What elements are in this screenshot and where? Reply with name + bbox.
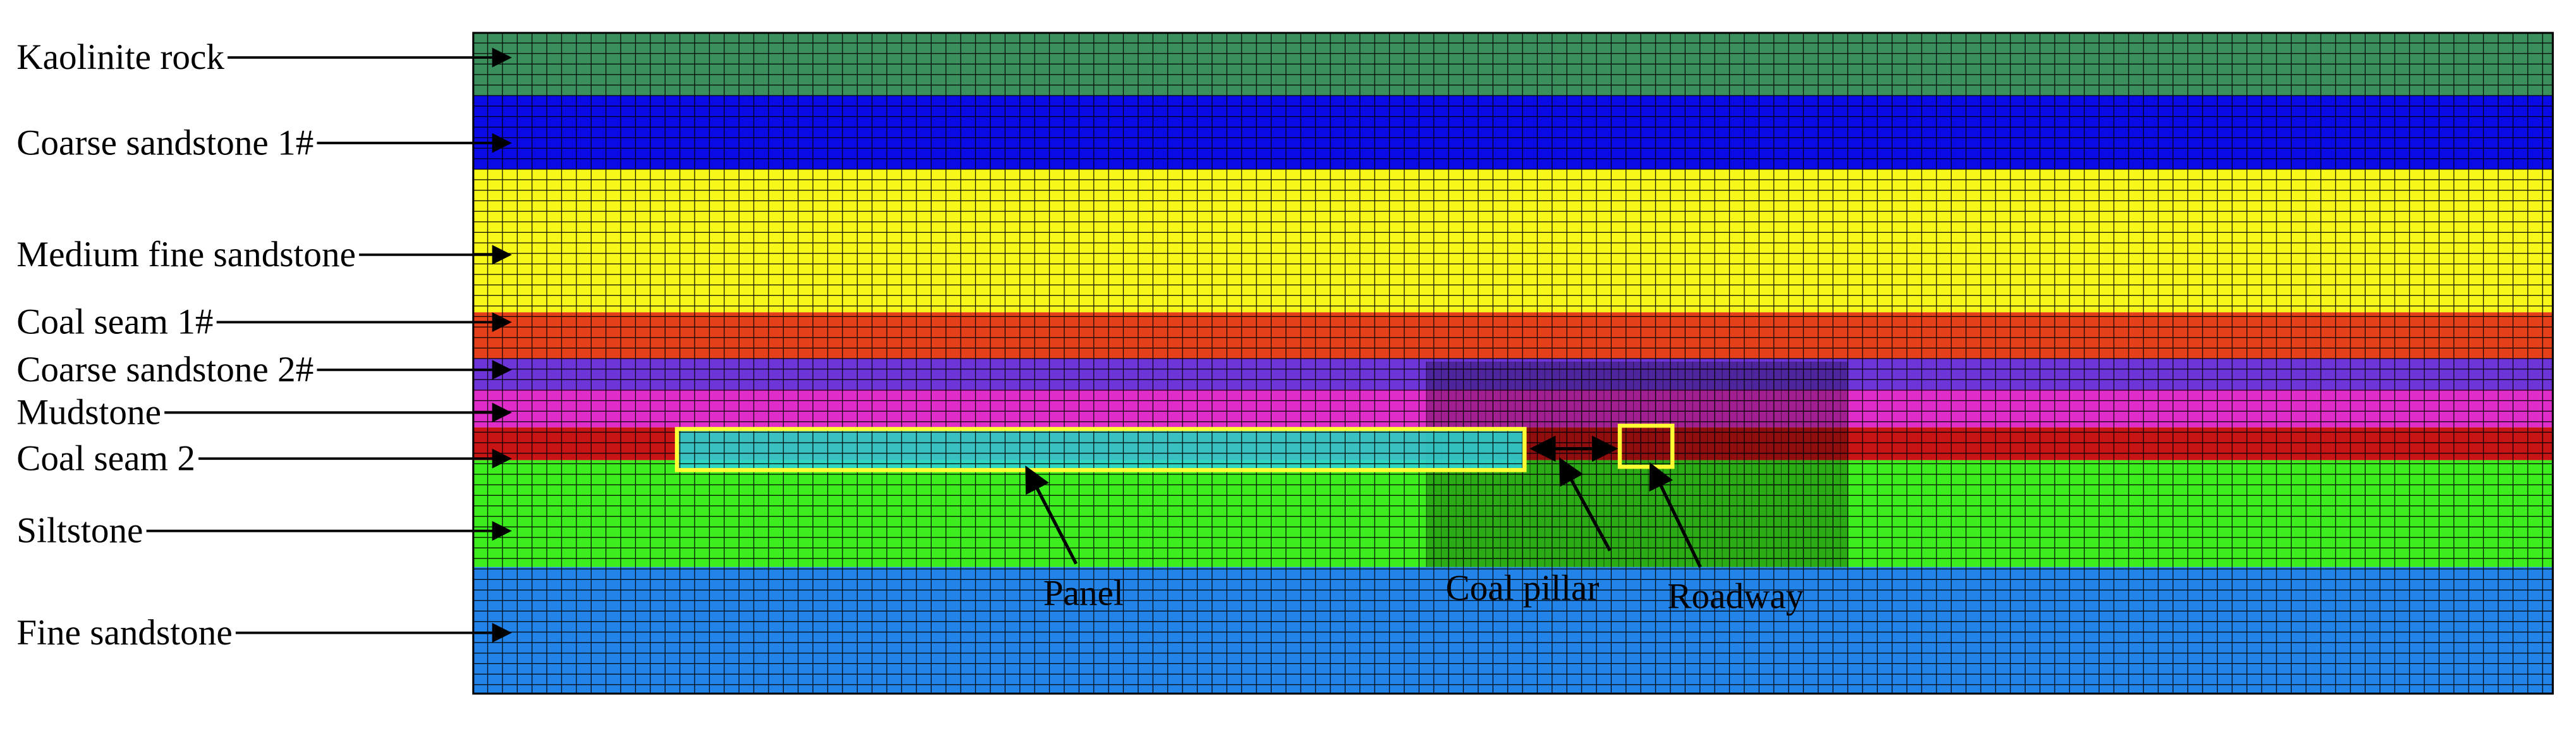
panel-mesh xyxy=(677,429,1525,470)
layer-label: Coal seam 2 xyxy=(16,438,195,478)
panel-label: Panel xyxy=(1043,573,1124,613)
layer-labels: Kaolinite rock Coarse sandstone 1# Medium … xyxy=(16,37,512,653)
roadway-label: Roadway xyxy=(1667,577,1804,617)
coal-pillar-label: Coal pillar xyxy=(1446,569,1600,608)
layer-label: Fine sandstone xyxy=(16,613,232,653)
layer-label: Coal seam 1# xyxy=(16,302,213,342)
layer-label: Coarse sandstone 1# xyxy=(16,123,313,163)
panel-arrow xyxy=(1025,465,1078,565)
layer-label: Mudstone xyxy=(16,393,161,433)
pillar-arrow xyxy=(1558,457,1612,551)
layer-label: Coarse sandstone 2# xyxy=(16,350,313,390)
layer-label: Medium fine sandstone xyxy=(16,235,356,274)
layer-label: Siltstone xyxy=(16,511,143,551)
mesh xyxy=(472,32,2554,695)
roadway-arrow xyxy=(1649,462,1702,568)
roadway-box xyxy=(1617,423,1675,469)
layer-label: Kaolinite rock xyxy=(16,37,224,77)
panel-box xyxy=(674,427,1527,472)
